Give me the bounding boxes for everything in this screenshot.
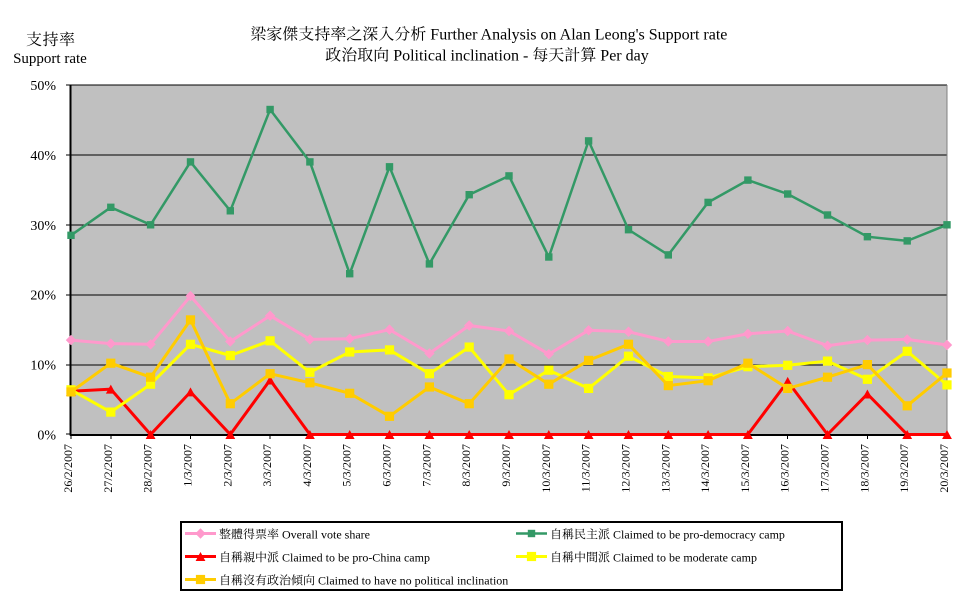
svg-text:8/3/2007: 8/3/2007 (459, 444, 473, 487)
svg-text:7/3/2007: 7/3/2007 (419, 444, 433, 487)
svg-text:14/3/2007: 14/3/2007 (698, 444, 712, 493)
svg-text:Claimed to have no political i: Claimed to have no political inclination (318, 573, 508, 587)
svg-text:28/2/2007: 28/2/2007 (141, 444, 155, 493)
svg-text:11/3/2007: 11/3/2007 (579, 444, 593, 492)
svg-text:12/3/2007: 12/3/2007 (619, 444, 633, 493)
svg-text:Further Analysis on Alan Leong: Further Analysis on Alan Leong's Support… (430, 27, 727, 44)
svg-text:13/3/2007: 13/3/2007 (658, 444, 672, 493)
svg-text:Claimed to be moderate camp: Claimed to be moderate camp (613, 550, 757, 564)
svg-text:Per day: Per day (600, 48, 648, 65)
svg-text:Claimed to be pro-China camp: Claimed to be pro-China camp (282, 550, 430, 564)
svg-text:27/2/2007: 27/2/2007 (101, 444, 115, 493)
svg-text:Overall vote share: Overall vote share (282, 527, 370, 541)
svg-text:9/3/2007: 9/3/2007 (499, 444, 513, 487)
svg-text:3/3/2007: 3/3/2007 (260, 444, 274, 487)
svg-text:Support rate: Support rate (13, 51, 87, 67)
svg-text:15/3/2007: 15/3/2007 (738, 444, 752, 493)
svg-text:40%: 40% (30, 149, 56, 164)
svg-text:0%: 0% (37, 429, 56, 444)
svg-text:18/3/2007: 18/3/2007 (857, 444, 871, 493)
svg-text:4/3/2007: 4/3/2007 (300, 444, 314, 487)
svg-text:10%: 10% (30, 359, 56, 374)
svg-text:26/2/2007: 26/2/2007 (61, 444, 75, 493)
svg-text:6/3/2007: 6/3/2007 (380, 444, 394, 487)
svg-text:16/3/2007: 16/3/2007 (778, 444, 792, 493)
svg-text:50%: 50% (30, 79, 56, 94)
svg-text:30%: 30% (30, 219, 56, 234)
svg-text:19/3/2007: 19/3/2007 (897, 444, 911, 493)
svg-text:2/3/2007: 2/3/2007 (220, 444, 234, 487)
svg-text:20/3/2007: 20/3/2007 (937, 444, 951, 493)
svg-text:17/3/2007: 17/3/2007 (818, 444, 832, 493)
svg-text:20%: 20% (30, 289, 56, 304)
svg-text:1/3/2007: 1/3/2007 (181, 444, 195, 487)
svg-text:10/3/2007: 10/3/2007 (539, 444, 553, 493)
svg-text:Claimed to be pro-democracy ca: Claimed to be pro-democracy camp (613, 527, 785, 541)
svg-text:5/3/2007: 5/3/2007 (340, 444, 354, 487)
svg-text:Political inclination -: Political inclination - (393, 48, 528, 65)
